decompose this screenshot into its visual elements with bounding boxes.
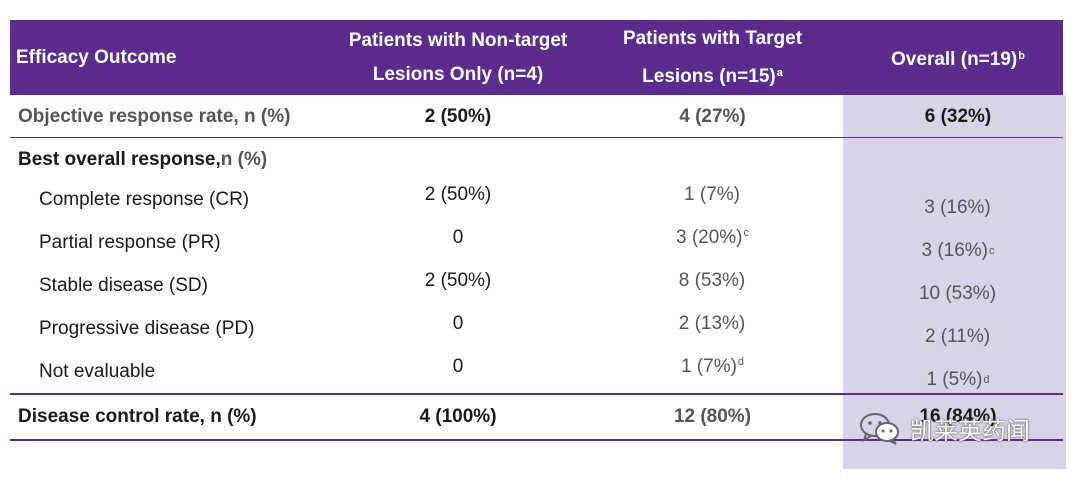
row-best-overall-response: Best overall response, n (%): [10, 138, 1063, 178]
orr-overall-value: 6 (32%): [853, 95, 1063, 138]
target-value: 3 (20%) c: [570, 221, 855, 264]
target-value: 2 (13%): [570, 307, 855, 350]
dcr-target-value: 12 (80%): [570, 395, 855, 438]
table-header: Efficacy Outcome Patients with Non-targe…: [10, 20, 1063, 95]
footnote-marker: c: [744, 227, 750, 239]
footnote-marker: d: [738, 356, 744, 368]
best-overall-label: Best overall response, n (%): [18, 138, 398, 181]
footnote-marker-b: b: [1018, 50, 1025, 62]
header-col3-text: Overall (n=19): [891, 49, 1017, 70]
header-non-target: Patients with Non-target Lesions Only (n…: [308, 20, 608, 95]
footnote-marker: d: [983, 374, 989, 386]
header-target: Patients with Target Lesions (n=15)a: [570, 20, 855, 95]
footnote-marker: c: [989, 245, 995, 257]
table-row: Not evaluable 0 1 (7%) d 1 (5%) d: [10, 350, 1063, 393]
orr-non-target-value: 2 (50%): [308, 95, 608, 138]
non-target-value: 0: [308, 307, 608, 350]
watermark: 凯莱英药闻: [858, 408, 1030, 448]
header-efficacy-outcome: Efficacy Outcome: [16, 20, 316, 95]
orr-target-value: 4 (27%): [570, 95, 855, 138]
dcr-non-target-value: 4 (100%): [308, 395, 608, 438]
non-target-value: 2 (50%): [308, 264, 608, 307]
target-value: 8 (53%): [570, 264, 855, 307]
footnote-marker-a: a: [777, 67, 783, 79]
header-overall: Overall (n=19)b: [853, 20, 1063, 95]
best-response-subrows: Complete response (CR) 2 (50%) 1 (7%) 3 (16…: [10, 178, 1063, 393]
table-row: Complete response (CR) 2 (50%) 1 (7%) 3 (16…: [10, 178, 1063, 221]
header-col1-line1: Patients with Non-target: [349, 24, 568, 58]
header-col2-line1: Patients with Target: [623, 22, 802, 56]
watermark-text: 凯莱英药闻: [910, 411, 1030, 446]
non-target-value: 2 (50%): [308, 178, 608, 221]
header-outcome-text: Efficacy Outcome: [16, 41, 177, 75]
table-row: Partial response (PR) 0 3 (20%) c 3 (16%) c: [10, 221, 1063, 264]
efficacy-table: Efficacy Outcome Patients with Non-targe…: [10, 20, 1063, 441]
wechat-icon: [858, 411, 902, 445]
target-value: 1 (7%) d: [570, 350, 855, 393]
target-value: 1 (7%): [570, 178, 855, 221]
row-objective-response-rate: Objective response rate, n (%) 2 (50%) 4…: [10, 95, 1063, 137]
header-col1-line2: Lesions Only (n=4): [349, 58, 568, 92]
table-row: Progressive disease (PD) 0 2 (13%) 2 (11%): [10, 307, 1063, 350]
header-col2-line2: Lesions (n=15): [642, 66, 776, 87]
non-target-value: 0: [308, 221, 608, 264]
table-row: Stable disease (SD) 2 (50%) 8 (53%) 10 (53%…: [10, 264, 1063, 307]
non-target-value: 0: [308, 350, 608, 393]
